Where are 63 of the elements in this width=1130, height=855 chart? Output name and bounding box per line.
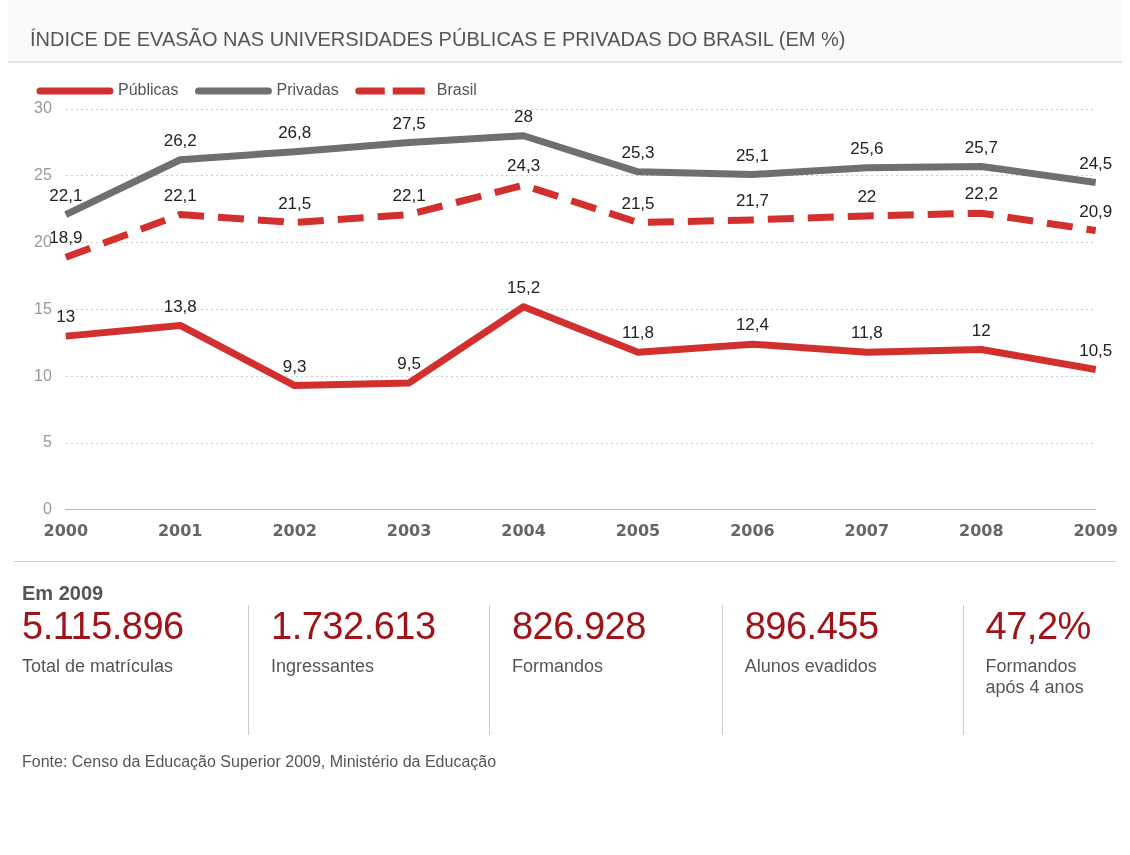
x-tick-label: 2007: [844, 520, 890, 540]
data-label: 25,1: [735, 145, 769, 165]
source-note: Fonte: Censo da Educação Superior 2009, Ministério da Educação: [21, 752, 498, 771]
text: Formandos: [511, 656, 604, 677]
data-label: 25,6: [850, 138, 884, 158]
y-tick-label: 30: [34, 99, 52, 117]
data-label: 12: [971, 320, 991, 340]
data-label: 13: [56, 307, 76, 327]
data-label: 18,9: [49, 228, 83, 248]
data-label: 26,8: [278, 122, 312, 142]
legend-label: Privadas: [276, 81, 339, 99]
data-label: 22,1: [49, 185, 83, 205]
data-label: 25,3: [621, 142, 655, 162]
text: 5.115.896: [22, 605, 185, 648]
data-label: 10,5: [1079, 340, 1113, 360]
y-tick-label: 5: [42, 433, 52, 451]
data-label: 15,2: [507, 277, 541, 297]
data-label: 9,3: [282, 356, 307, 376]
data-label: 24,3: [507, 156, 541, 176]
x-tick-label: 2009: [1073, 520, 1118, 540]
y-tick-label: 25: [34, 166, 52, 184]
text: 826.928: [511, 605, 647, 648]
data-label: 9,5: [397, 354, 421, 374]
data-label: 22: [857, 187, 877, 207]
data-label: 28: [514, 106, 534, 126]
x-tick-label: 2000: [43, 520, 89, 540]
y-tick-label: 10: [34, 366, 52, 384]
data-label: 27,5: [392, 113, 426, 133]
data-label: 21,7: [735, 191, 769, 211]
legend-label: Brasil: [436, 81, 477, 99]
data-label: 21,5: [621, 193, 655, 213]
text: Formandos após 4 anos: [985, 656, 1085, 698]
x-tick-label: 2002: [272, 520, 317, 540]
chart-title: ÍNDICE DE EVASÃO NAS UNIVERSIDADES PÚBLICAS E PRIVADAS DO BRASIL (EM %): [8, 0, 1122, 63]
x-tick-label: 2001: [157, 520, 203, 540]
data-label: 13,8: [163, 296, 197, 316]
y-tick-label: 0: [42, 500, 52, 518]
data-label: 26,2: [163, 130, 197, 150]
text: 47,2%: [985, 605, 1092, 648]
data-label: 12,4: [735, 315, 769, 335]
x-tick-label: 2008: [959, 520, 1004, 540]
data-label: 11,8: [850, 323, 883, 343]
text: 896.455: [744, 605, 880, 648]
data-label: 20,9: [1079, 201, 1113, 221]
x-tick-label: 2004: [501, 520, 546, 540]
text: Ingressantes: [271, 656, 376, 677]
x-tick-label: 2006: [730, 520, 775, 540]
data-label: 22,2: [964, 184, 998, 204]
data-label: 21,5: [278, 193, 312, 213]
data-label: 22,1: [163, 185, 197, 205]
data-label: 22,1: [392, 185, 426, 205]
data-label: 24,5: [1079, 153, 1113, 173]
text: Alunos evadidos: [744, 656, 878, 677]
y-tick-label: 15: [34, 299, 52, 317]
text: Total de matrículas: [22, 656, 175, 677]
x-tick-label: 2005: [615, 520, 661, 540]
y-tick-label: 20: [34, 233, 52, 251]
data-label: 25,7: [964, 137, 998, 157]
legend-label: Públicas: [118, 81, 179, 99]
text: 1.732.613: [271, 605, 437, 648]
x-tick-label: 2003: [386, 520, 432, 540]
data-label: 11,8: [622, 323, 654, 343]
text: Em 2009: [22, 582, 105, 605]
